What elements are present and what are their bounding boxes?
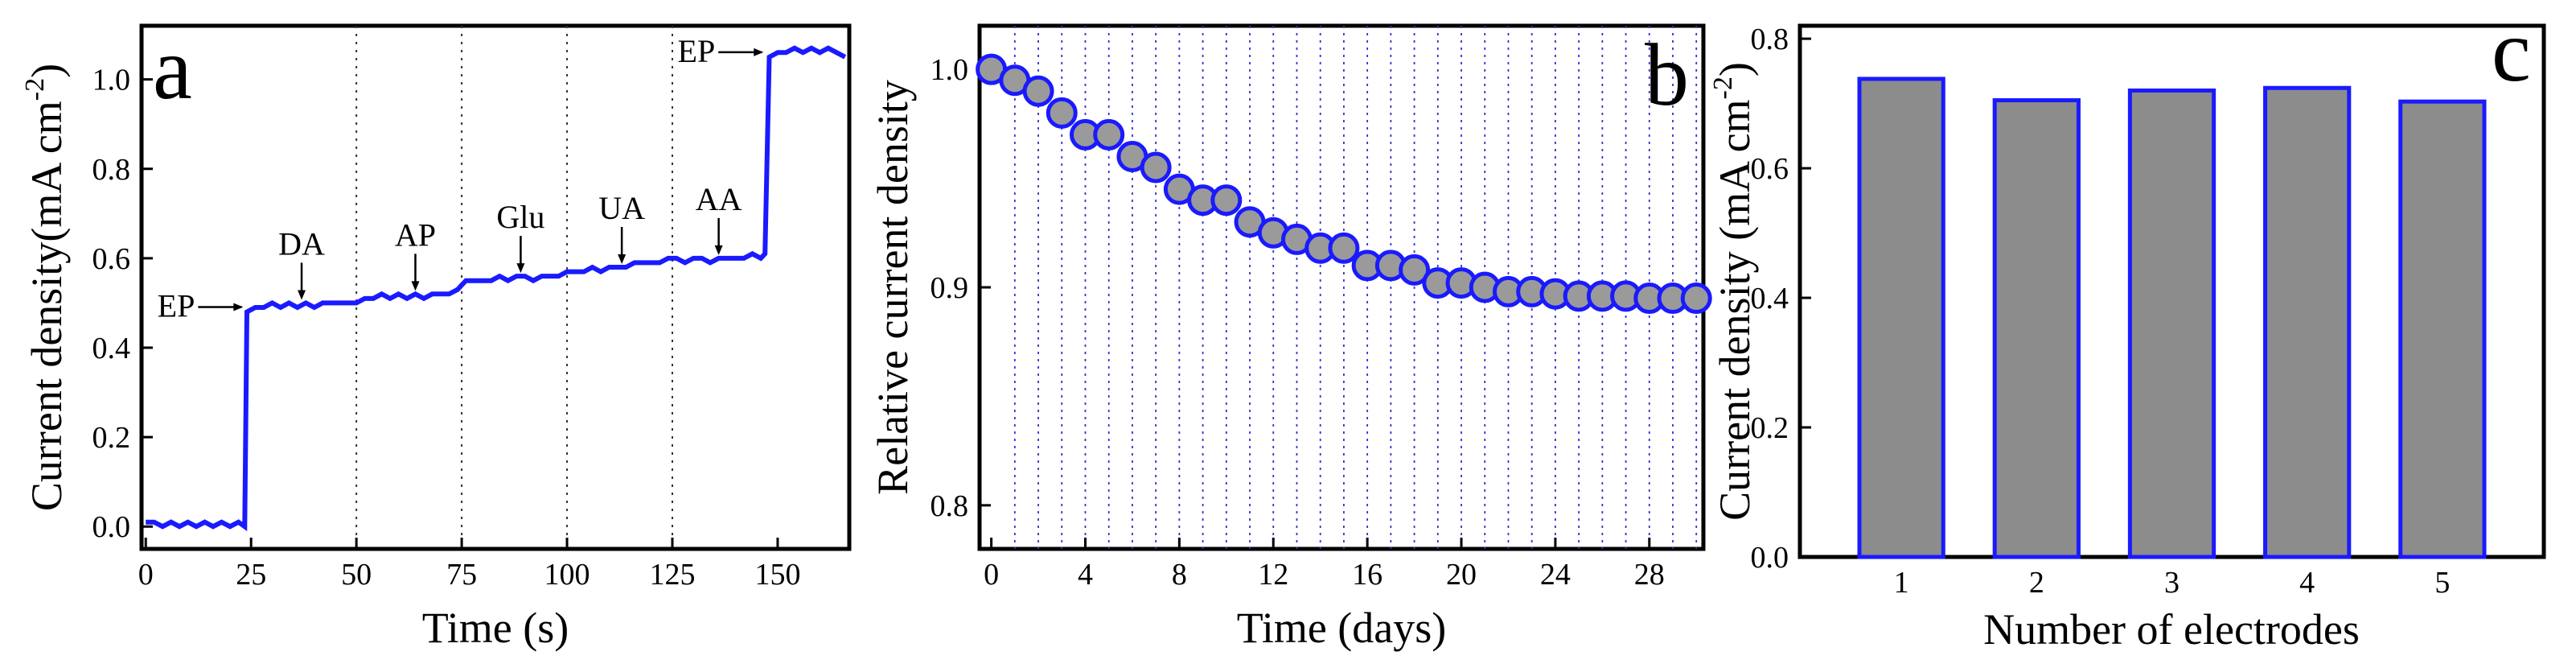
panel-a-annotation-arrowhead xyxy=(298,290,306,300)
panel-a-annotation-label: UA xyxy=(598,190,645,226)
panel-b-data-point xyxy=(1140,151,1172,184)
panel-a-ytick-label: 0.2 xyxy=(92,421,131,455)
panel-a-ytick-label: 0.4 xyxy=(92,332,131,365)
panel-b-xtick-label: 24 xyxy=(1540,558,1571,592)
panel-b-data-point xyxy=(1328,232,1360,264)
panel-a-xtick-label: 150 xyxy=(754,558,800,592)
panel-a: 0 25 50 75 100 125 150 0.0 0.2 0.4 0.6 0.8 1.0 EP DA A… xyxy=(20,19,852,652)
panel-a-annotation-arrowhead xyxy=(411,281,420,291)
panel-a-ytick-label: 1.0 xyxy=(92,64,131,97)
panel-c-xtick-label: 1 xyxy=(1894,566,1909,600)
panel-c-xtick-label: 4 xyxy=(2299,566,2315,600)
panel-a-annotation-arrowhead xyxy=(233,303,244,311)
panel-b-data-point xyxy=(1399,254,1431,286)
panel-b-xtick-label: 4 xyxy=(1078,558,1093,592)
panel-c-bar xyxy=(2398,99,2487,559)
panel-b-ytick-label: 0.9 xyxy=(931,271,969,305)
panel-a-ytick-label: 0.0 xyxy=(92,510,131,544)
panel-a-xtick-label: 50 xyxy=(341,558,372,592)
panel-c-ytick-label: 0.2 xyxy=(1751,411,1789,445)
panel-b-data-point xyxy=(1680,283,1712,315)
panel-c-xtick-label: 5 xyxy=(2434,566,2450,600)
panel-c: 0.0 0.2 0.4 0.6 0.8 1 2 3 4 5 c Number of electro… xyxy=(1708,2,2546,654)
panel-a-frame xyxy=(139,23,852,551)
panel-a-xtick-label: 125 xyxy=(650,558,696,592)
panel-c-ytick-label: 0.0 xyxy=(1751,541,1789,575)
panel-b-xtick-label: 8 xyxy=(1172,558,1187,592)
panel-a-letter: a xyxy=(153,19,192,118)
panel-b-data-point xyxy=(1022,75,1054,107)
panel-a-annotation-arrowhead xyxy=(754,47,764,56)
panel-a-ytick-label: 0.8 xyxy=(92,153,131,187)
panel-a-xlabel: Time (s) xyxy=(422,604,569,652)
panel-c-xtick-label: 3 xyxy=(2164,566,2180,600)
panel-c-xlabel: Number of electrodes xyxy=(1983,605,2360,654)
panel-b-xtick-label: 16 xyxy=(1352,558,1382,592)
panel-c-xtick-label: 2 xyxy=(2029,566,2044,600)
panel-a-current-trace xyxy=(146,45,847,531)
panel-a-annotation-label: DA xyxy=(278,225,325,262)
panel-b-data-point xyxy=(1210,184,1243,217)
panel-c-bar xyxy=(2127,88,2217,559)
panel-c-ytick-label: 0.6 xyxy=(1751,152,1789,186)
panel-b-ytick-label: 0.8 xyxy=(931,489,969,523)
panel-b-ylabel: Relative current density xyxy=(869,80,917,495)
panel-a-ytick-label: 0.6 xyxy=(92,242,131,276)
panel-b-ytick-label: 1.0 xyxy=(931,53,969,87)
panel-b-xlabel: Time (days) xyxy=(1237,604,1447,652)
panel-a-annotation-label: AP xyxy=(395,217,436,253)
panel-b-xtick-label: 0 xyxy=(984,558,999,592)
panel-a-annotation-label: EP xyxy=(678,33,716,69)
panel-a-xtick-label: 75 xyxy=(446,558,477,592)
panel-c-bar xyxy=(2263,85,2352,559)
panel-a-annotation-arrowhead xyxy=(516,263,525,274)
panel-a-annotation-label: EP xyxy=(158,288,195,324)
panel-c-ylabel: Current density (mA cm-2) xyxy=(1708,62,1759,521)
panel-b-letter: b xyxy=(1645,26,1689,124)
panel-a-annotation-arrowhead xyxy=(618,254,627,264)
panel-a-annotation-arrowhead xyxy=(714,245,723,255)
panel-a-annotation-label: Glu xyxy=(496,199,544,235)
panel-b: 0 4 8 12 16 20 24 28 0.8 0.9 1.0 b Time (days) Rel… xyxy=(869,23,1712,652)
panel-a-xtick-label: 0 xyxy=(138,558,154,592)
panel-a-ylabel: Current density(mA cm-2) xyxy=(20,64,71,511)
panel-c-bar xyxy=(1992,98,2081,559)
panel-a-annotation-label: AA xyxy=(696,181,742,217)
panel-a-xtick-label: 100 xyxy=(544,558,590,592)
panel-c-bar xyxy=(1857,76,1945,559)
panel-c-ytick-label: 0.4 xyxy=(1751,282,1789,316)
panel-c-ytick-label: 0.8 xyxy=(1751,23,1789,56)
panel-b-xtick-label: 12 xyxy=(1258,558,1288,592)
panel-c-letter: c xyxy=(2492,2,2531,100)
panel-a-xtick-label: 25 xyxy=(236,558,266,592)
panel-b-xtick-label: 28 xyxy=(1634,558,1665,592)
panel-b-data-point xyxy=(1046,97,1078,129)
panel-b-xtick-label: 20 xyxy=(1446,558,1477,592)
panel-b-data-point xyxy=(1093,118,1125,151)
